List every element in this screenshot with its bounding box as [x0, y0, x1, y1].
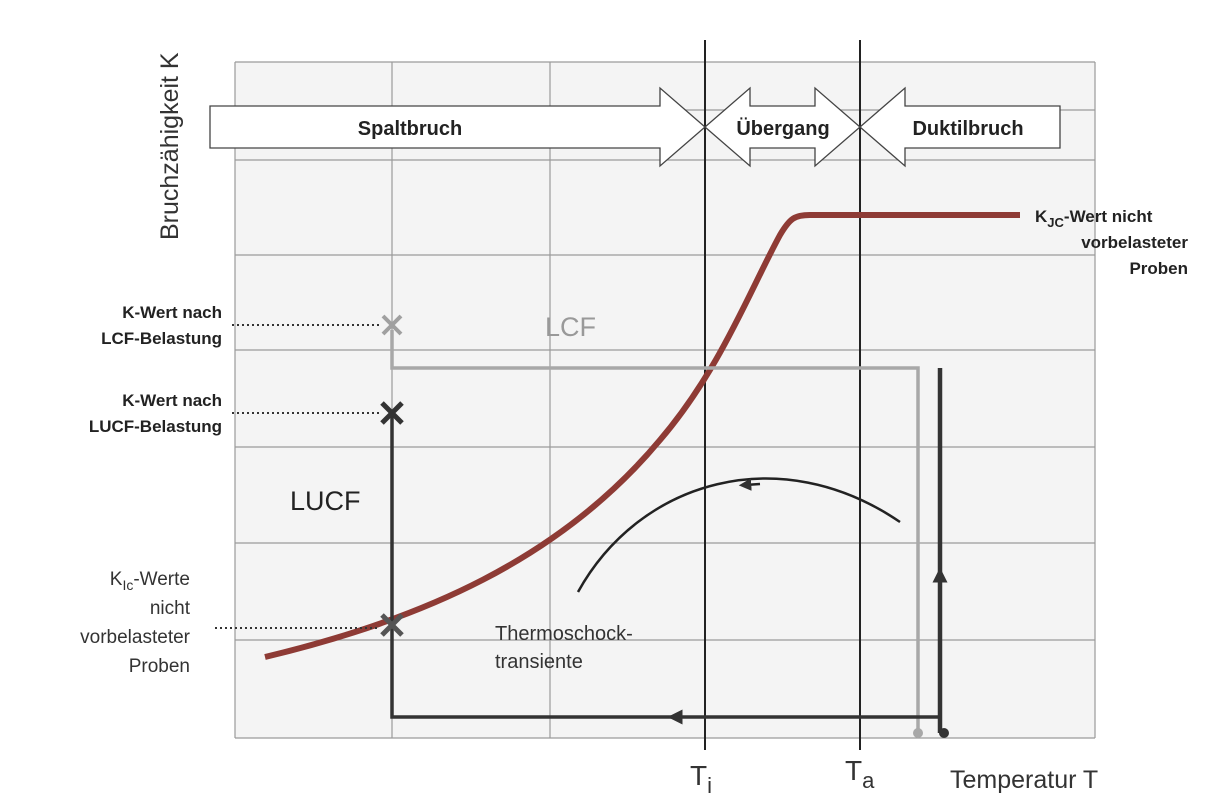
region-label: Spaltbruch: [358, 118, 462, 140]
region-arrow: [859, 86, 1061, 168]
thermoschock-curve: [576, 477, 901, 593]
kic-label: KIc-Werte: [110, 569, 190, 593]
arrow: [738, 478, 761, 491]
kic-label: Proben: [129, 656, 190, 677]
lcf-label: LCF: [545, 312, 596, 342]
region-label: Übergang: [736, 117, 829, 140]
kjc-label: KJC-Wert nicht: [1035, 207, 1153, 230]
region-arrow: [209, 86, 706, 168]
kic-label: nicht: [150, 598, 191, 619]
lcf-value-label: K-Wert nach: [122, 303, 222, 322]
kjc-label: Proben: [1129, 259, 1188, 278]
lucf-cross: [380, 401, 404, 425]
kic-label: vorbelasteter: [80, 627, 191, 648]
grid: [234, 61, 1096, 739]
kjc-label: vorbelasteter: [1081, 233, 1188, 252]
lcf-value-label: LCF-Belastung: [101, 329, 222, 348]
x-axis-label: Temperatur T: [950, 766, 1098, 794]
lucf-value-label: LUCF-Belastung: [89, 417, 222, 436]
lucf-label: LUCF: [290, 486, 361, 516]
lcf-path: [390, 330, 920, 733]
ta-label: Ta: [845, 755, 875, 793]
lucf-dot: [939, 728, 949, 738]
lcf-dot: [913, 728, 923, 738]
lucf-path: [390, 415, 940, 719]
plot-area: [235, 62, 1095, 738]
lucf-value-label: K-Wert nach: [122, 391, 222, 410]
kic-cross: [380, 613, 404, 637]
lcf-cross: [381, 314, 403, 336]
kjc-curve: [264, 212, 1020, 660]
thermoschock-label: Thermoschock-: [495, 623, 633, 645]
ti-label: Ti: [690, 760, 712, 798]
region-label: Duktilbruch: [912, 118, 1023, 140]
y-axis-label: Bruchzähigkeit K: [156, 52, 184, 240]
thermoschock-label: transiente: [495, 651, 583, 673]
